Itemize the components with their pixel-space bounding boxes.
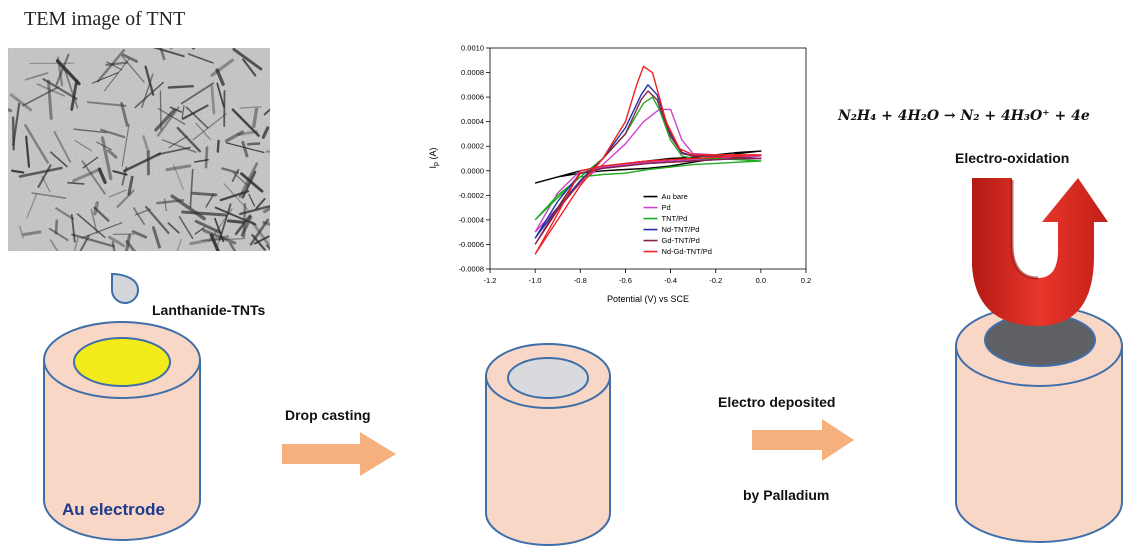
chart-y-tick-label: 0.0000 <box>461 166 484 175</box>
tnt-coated-surface <box>507 357 589 399</box>
chart-x-tick-label: -0.6 <box>619 276 632 285</box>
au-surface <box>73 337 171 387</box>
electrodeposition-arrow-icon <box>752 419 854 461</box>
chart-x-tick-label: -1.0 <box>529 276 542 285</box>
chart-y-tick-label: -0.0008 <box>459 265 484 274</box>
chart-x-axis-label: Potential (V) vs SCE <box>607 294 689 304</box>
tnt-electrode-cylinder <box>485 343 611 546</box>
chart-x-tick-label: -0.8 <box>574 276 587 285</box>
chart-plot-frame <box>489 47 807 270</box>
chart-x-tick-label: 0.2 <box>801 276 811 285</box>
chart-x-tick-label: -1.2 <box>484 276 497 285</box>
by-palladium-label: by Palladium <box>743 487 830 503</box>
chart-x-tick-label: -0.2 <box>709 276 722 285</box>
chart-y-axis-label: Ip (A) <box>428 148 440 169</box>
chart-legend-label: Gd-TNT/Pd <box>661 236 699 245</box>
chart-series-nd-gd-tnt-pd <box>534 65 762 255</box>
au-electrode-cylinder <box>43 321 201 541</box>
electro-oxidation-arrow-icon <box>972 178 1108 326</box>
hydrazine-oxidation-equation: N₂H₄ + 4H₂O → N₂ + 4H₃O⁺ + 4e <box>838 108 1090 124</box>
pd-electrode-cylinder <box>955 305 1123 543</box>
drop-casting-label: Drop casting <box>285 407 371 423</box>
tem-micrograph-image <box>8 48 270 251</box>
chart-y-tick-label: -0.0004 <box>459 215 484 224</box>
electro-deposited-label: Electro deposited <box>718 394 836 410</box>
au-electrode-label: Au electrode <box>62 500 165 519</box>
tem-image-title: TEM image of TNT <box>24 8 186 30</box>
cv-chart: -1.2 -1.0 -0.8 -0.6 -0.4 -0.2 0.0 0.2 -0.0008 -0.… <box>428 44 811 305</box>
chart-y-tick-label: 0.0008 <box>461 68 484 77</box>
chart-legend-label: Nd-Gd-TNT/Pd <box>661 247 711 256</box>
chart-legend-label: Pd <box>661 203 670 212</box>
chart-x-tick-label: -0.4 <box>664 276 677 285</box>
chart-y-tick-label: -0.0002 <box>459 191 484 200</box>
chart-y-tick-label: 0.0010 <box>461 44 484 53</box>
chart-series-pd <box>534 108 762 233</box>
lanthanide-tnts-label: Lanthanide-TNTs <box>152 302 266 318</box>
drop-casting-arrow-icon <box>282 432 396 476</box>
chart-y-tick-label: 0.0002 <box>461 142 484 151</box>
chart-legend-label: Au bare <box>661 192 687 201</box>
chart-legend-label: Nd-TNT/Pd <box>661 225 699 234</box>
chart-legend-label: TNT/Pd <box>661 214 687 223</box>
droplet-icon <box>111 272 140 304</box>
electro-oxidation-label: Electro-oxidation <box>955 150 1070 166</box>
chart-x-tick-label: 0.0 <box>756 276 766 285</box>
chart-y-tick-label: -0.0006 <box>459 240 484 249</box>
chart-y-tick-label: 0.0006 <box>461 93 484 102</box>
chart-y-tick-label: 0.0004 <box>461 117 484 126</box>
